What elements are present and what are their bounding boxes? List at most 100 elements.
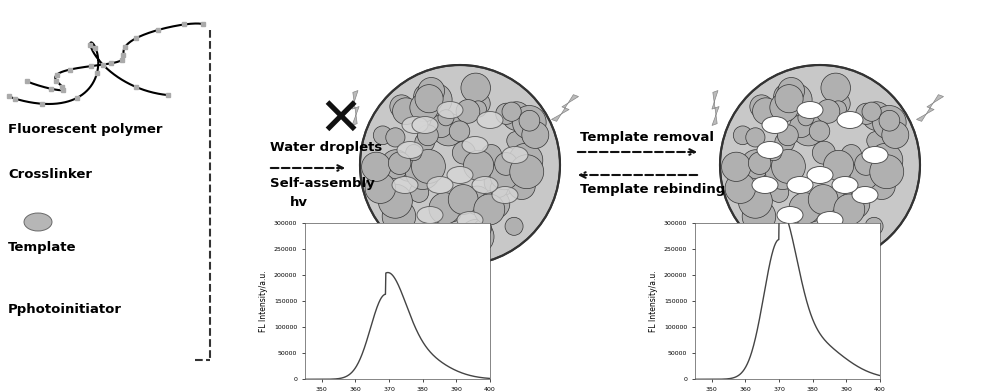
Ellipse shape bbox=[427, 176, 453, 194]
Ellipse shape bbox=[402, 117, 428, 133]
Circle shape bbox=[778, 77, 805, 104]
Circle shape bbox=[393, 98, 419, 125]
Circle shape bbox=[448, 185, 478, 214]
Polygon shape bbox=[551, 95, 579, 121]
Ellipse shape bbox=[757, 142, 783, 158]
Circle shape bbox=[481, 189, 510, 219]
Text: Crosslinker: Crosslinker bbox=[8, 169, 92, 181]
Circle shape bbox=[750, 95, 773, 118]
Circle shape bbox=[410, 93, 439, 122]
Ellipse shape bbox=[412, 117, 438, 133]
Circle shape bbox=[508, 172, 535, 199]
Circle shape bbox=[778, 160, 796, 178]
Circle shape bbox=[769, 183, 789, 203]
Circle shape bbox=[388, 152, 411, 174]
Circle shape bbox=[834, 219, 852, 237]
Circle shape bbox=[798, 110, 814, 126]
Circle shape bbox=[774, 84, 800, 110]
Circle shape bbox=[725, 173, 756, 203]
Text: ✕: ✕ bbox=[318, 94, 362, 146]
Text: Water droplets: Water droplets bbox=[270, 142, 382, 154]
Circle shape bbox=[872, 106, 906, 139]
Ellipse shape bbox=[837, 111, 863, 129]
Text: Template rebinding: Template rebinding bbox=[580, 183, 725, 197]
Circle shape bbox=[790, 115, 812, 138]
Circle shape bbox=[733, 126, 752, 145]
Circle shape bbox=[362, 152, 391, 181]
Circle shape bbox=[409, 183, 429, 203]
Polygon shape bbox=[712, 91, 719, 126]
Circle shape bbox=[452, 141, 475, 164]
Circle shape bbox=[738, 184, 772, 218]
Y-axis label: FL Intensity/a.u.: FL Intensity/a.u. bbox=[259, 270, 268, 332]
Ellipse shape bbox=[862, 147, 888, 163]
Circle shape bbox=[495, 152, 517, 175]
Ellipse shape bbox=[447, 167, 473, 183]
Ellipse shape bbox=[787, 176, 813, 194]
Polygon shape bbox=[916, 95, 944, 121]
Ellipse shape bbox=[807, 167, 833, 183]
Circle shape bbox=[429, 193, 461, 224]
Ellipse shape bbox=[852, 187, 878, 203]
Circle shape bbox=[746, 128, 765, 147]
Circle shape bbox=[430, 115, 452, 138]
Circle shape bbox=[865, 217, 883, 235]
Circle shape bbox=[406, 155, 440, 190]
Circle shape bbox=[775, 84, 803, 113]
Circle shape bbox=[507, 131, 525, 150]
Circle shape bbox=[753, 98, 779, 125]
Circle shape bbox=[484, 167, 515, 197]
Circle shape bbox=[824, 150, 854, 181]
Circle shape bbox=[502, 102, 531, 131]
Circle shape bbox=[522, 122, 549, 149]
Circle shape bbox=[449, 121, 470, 142]
Circle shape bbox=[850, 161, 879, 190]
Circle shape bbox=[788, 231, 809, 252]
Circle shape bbox=[841, 145, 862, 165]
Circle shape bbox=[481, 145, 502, 165]
Circle shape bbox=[502, 102, 521, 121]
Circle shape bbox=[748, 152, 771, 174]
Circle shape bbox=[490, 179, 508, 197]
Text: Self-assembly: Self-assembly bbox=[270, 176, 375, 190]
Circle shape bbox=[828, 93, 850, 115]
Circle shape bbox=[474, 219, 492, 237]
Ellipse shape bbox=[777, 206, 803, 224]
Circle shape bbox=[869, 143, 903, 177]
Circle shape bbox=[722, 152, 751, 181]
Text: hv: hv bbox=[290, 196, 308, 208]
Circle shape bbox=[775, 133, 795, 152]
Ellipse shape bbox=[472, 176, 498, 194]
Circle shape bbox=[432, 113, 465, 146]
Circle shape bbox=[365, 173, 396, 203]
Circle shape bbox=[505, 217, 523, 235]
Circle shape bbox=[438, 110, 454, 126]
Circle shape bbox=[771, 149, 805, 183]
Circle shape bbox=[415, 133, 435, 152]
Circle shape bbox=[456, 100, 480, 123]
Circle shape bbox=[474, 194, 505, 225]
Circle shape bbox=[418, 160, 436, 178]
Circle shape bbox=[720, 65, 920, 265]
Circle shape bbox=[792, 113, 825, 146]
Circle shape bbox=[411, 149, 445, 183]
Circle shape bbox=[406, 145, 422, 161]
Circle shape bbox=[373, 126, 392, 145]
Circle shape bbox=[867, 131, 885, 150]
Ellipse shape bbox=[832, 176, 858, 194]
Ellipse shape bbox=[397, 142, 423, 158]
Circle shape bbox=[862, 102, 891, 131]
Polygon shape bbox=[352, 91, 359, 126]
Circle shape bbox=[830, 101, 846, 117]
Circle shape bbox=[823, 186, 852, 215]
Circle shape bbox=[780, 84, 812, 116]
Circle shape bbox=[510, 155, 544, 189]
Text: Template: Template bbox=[8, 242, 76, 255]
Y-axis label: FL Intensity/a.u.: FL Intensity/a.u. bbox=[649, 270, 658, 332]
Circle shape bbox=[879, 110, 900, 131]
Ellipse shape bbox=[797, 102, 823, 118]
Circle shape bbox=[855, 152, 877, 175]
Circle shape bbox=[808, 185, 838, 214]
Circle shape bbox=[773, 154, 803, 183]
Circle shape bbox=[819, 219, 854, 254]
